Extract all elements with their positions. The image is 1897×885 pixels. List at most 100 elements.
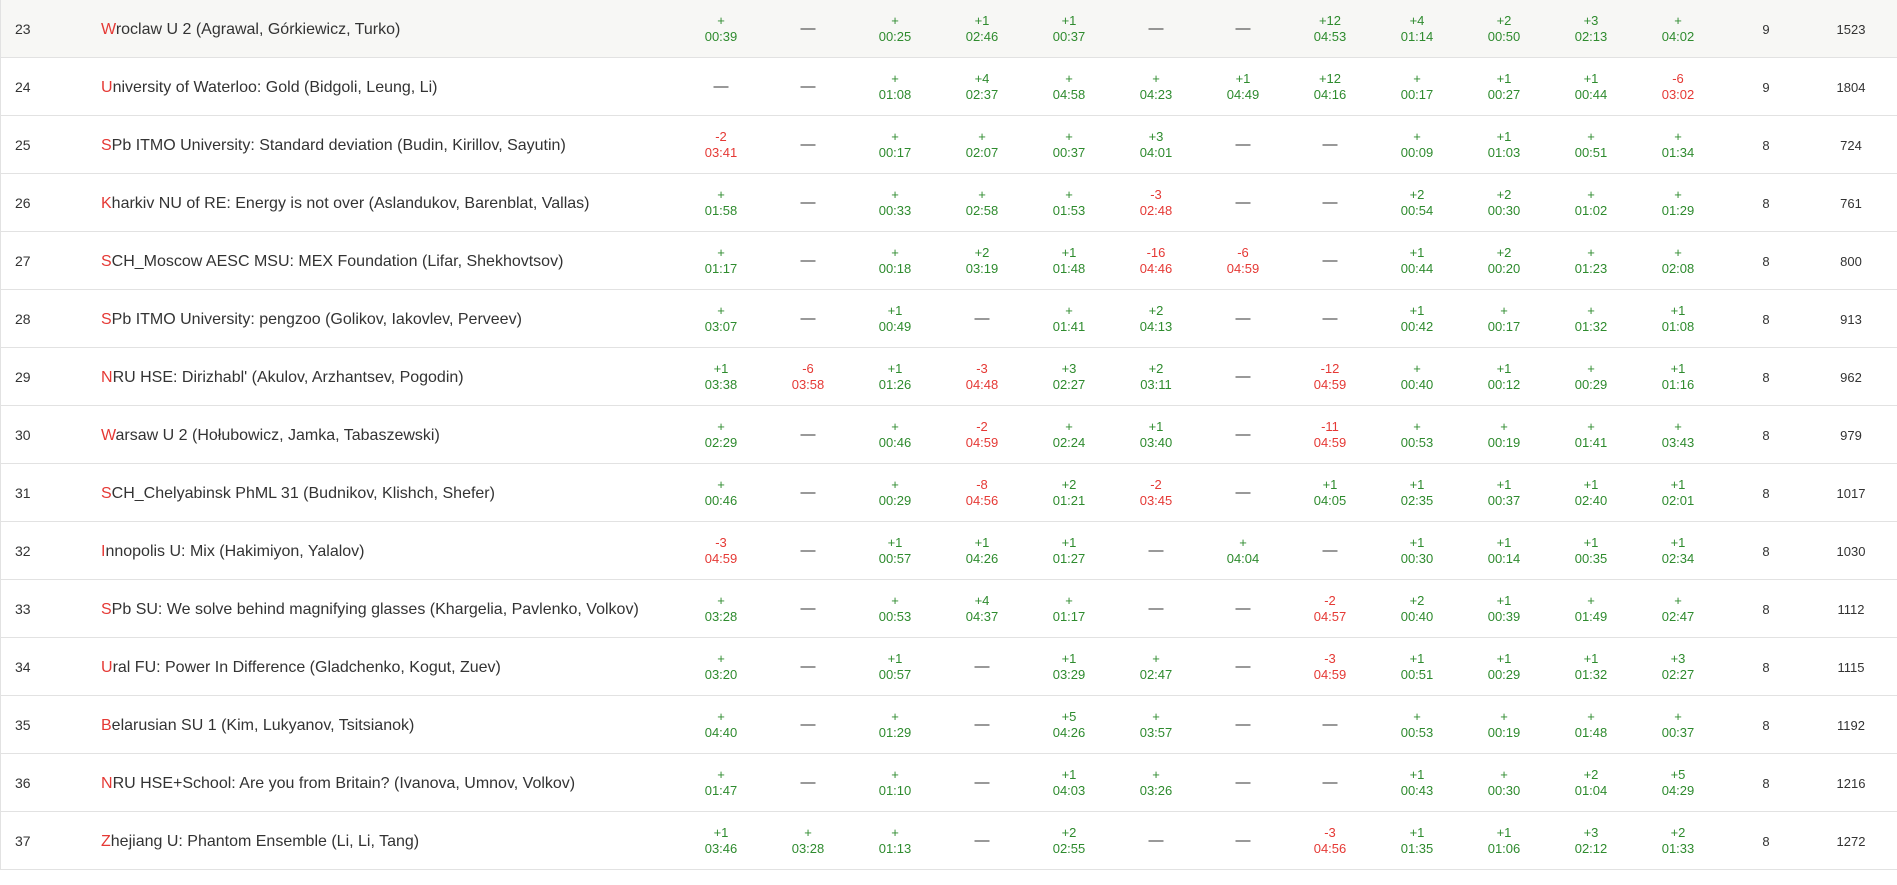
attempts-label: -3 <box>1150 187 1162 202</box>
penalty-time: 1030 <box>1836 543 1866 559</box>
problem-cell: +12 04:16 <box>1290 58 1370 116</box>
attempts-label: +1 <box>1496 129 1512 144</box>
penalty-time: 979 <box>1840 427 1862 443</box>
attempts-label: — <box>800 774 816 791</box>
problem-cell: +2 01:04 <box>1551 754 1631 812</box>
team-name-rest: roclaw U 2 (Agrawal, Górkiewicz, Turko) <box>115 20 401 38</box>
problem-cell: +00:33 <box>855 174 935 232</box>
problem-cell: — <box>942 638 1022 696</box>
problem-cell: +2 04:13 <box>1116 290 1196 348</box>
problem-cell: -3 04:56 <box>1290 812 1370 870</box>
team-name: SPb ITMO University: Standard deviation … <box>101 116 661 174</box>
problem-cell: -6 03:58 <box>768 348 848 406</box>
rank-cell: 34 <box>15 659 31 675</box>
problem-cell: +00:17 <box>1464 290 1544 348</box>
problem-cell: +01:41 <box>1029 290 1109 348</box>
problem-cell: +1 00:57 <box>855 638 935 696</box>
solve-time: 04:48 <box>965 377 999 392</box>
team-name: SCH_Chelyabinsk PhML 31 (Budnikov, Klish… <box>101 464 661 522</box>
problem-cell: +03:57 <box>1116 696 1196 754</box>
solve-time: 02:35 <box>1400 493 1434 508</box>
attempts-label: +12 <box>1318 13 1342 28</box>
solve-time: 04:53 <box>1313 29 1347 44</box>
problem-cell: — <box>1203 464 1283 522</box>
attempts-label: + <box>1674 593 1682 608</box>
problem-cell: +00:18 <box>855 232 935 290</box>
problem-cell: +1 00:42 <box>1377 290 1457 348</box>
solved-count: 8 <box>1762 195 1770 211</box>
problem-cell: +04:04 <box>1203 522 1283 580</box>
solve-time: 00:40 <box>1400 377 1434 392</box>
attempts-label: — <box>1235 600 1251 617</box>
attempts-label: + <box>1500 767 1508 782</box>
attempts-label: -2 <box>976 419 988 434</box>
solve-time: 04:56 <box>965 493 999 508</box>
solve-time: 04:59 <box>1226 261 1260 276</box>
solve-time: 00:37 <box>1661 725 1695 740</box>
team-name: NRU HSE: Dirizhabl' (Akulov, Arzhantsev,… <box>101 348 661 406</box>
problem-cell: +01:29 <box>855 696 935 754</box>
attempts-label: + <box>1413 709 1421 724</box>
attempts-label: + <box>891 245 899 260</box>
problem-cell: +00:53 <box>1377 406 1457 464</box>
attempts-label: + <box>891 709 899 724</box>
attempts-label: + <box>1413 129 1421 144</box>
problem-cell: +2 00:40 <box>1377 580 1457 638</box>
attempts-label: + <box>891 129 899 144</box>
problem-cell: -3 04:59 <box>1290 638 1370 696</box>
solved-count: 8 <box>1762 601 1770 617</box>
solve-time: 00:53 <box>1400 725 1434 740</box>
problem-cell: — <box>1116 0 1196 58</box>
solve-time: 02:07 <box>965 145 999 160</box>
attempts-label: +2 <box>1496 13 1512 28</box>
team-name: Zhejiang U: Phantom Ensemble (Li, Li, Ta… <box>101 812 661 870</box>
rank-cell: 36 <box>15 775 31 791</box>
problem-cell: -2 04:57 <box>1290 580 1370 638</box>
attempts-label: + <box>1587 709 1595 724</box>
team-name-text: Innopolis U: Mix (Hakimiyon, Yalalov) <box>101 543 365 560</box>
problem-cell: +5 04:29 <box>1638 754 1718 812</box>
problem-cell: +00:51 <box>1551 116 1631 174</box>
attempts-label: -11 <box>1321 419 1339 434</box>
attempts-label: -6 <box>1672 71 1684 86</box>
problem-cell: +2 00:20 <box>1464 232 1544 290</box>
attempts-label: +1 <box>1061 651 1077 666</box>
solve-time: 01:03 <box>1487 145 1521 160</box>
solve-time: 00:30 <box>1400 551 1434 566</box>
solve-time: 01:08 <box>1661 319 1695 334</box>
attempts-label: +1 <box>1061 767 1077 782</box>
problem-cell: +3 02:27 <box>1029 348 1109 406</box>
problem-cell: — <box>1290 174 1370 232</box>
attempts-label: + <box>717 245 725 260</box>
solve-time: 00:49 <box>878 319 912 334</box>
penalty-time: 1216 <box>1836 775 1866 791</box>
solve-time: 02:12 <box>1574 841 1608 856</box>
problem-cell: +2 01:21 <box>1029 464 1109 522</box>
problem-cell: +01:13 <box>855 812 935 870</box>
solve-time: 04:05 <box>1313 493 1347 508</box>
attempts-label: + <box>1239 535 1247 550</box>
attempts-label: +1 <box>887 535 903 550</box>
attempts-label: +2 <box>1583 767 1599 782</box>
attempts-label: — <box>1235 20 1251 37</box>
solve-time: 02:46 <box>965 29 999 44</box>
solve-time: 00:50 <box>1487 29 1521 44</box>
attempts-label: — <box>1322 310 1338 327</box>
problem-cell: +02:58 <box>942 174 1022 232</box>
solved-count: 8 <box>1762 311 1770 327</box>
attempts-label: — <box>800 20 816 37</box>
team-name-rest: ral FU: Power In Difference (Gladchenko,… <box>112 658 501 676</box>
team-initial: U <box>101 658 113 676</box>
solve-time: 00:46 <box>878 435 912 450</box>
problem-cell: +1 00:49 <box>855 290 935 348</box>
problem-cell: +1 00:37 <box>1029 0 1109 58</box>
solve-time: 03:45 <box>1139 493 1173 508</box>
solve-time: 00:35 <box>1574 551 1608 566</box>
attempts-label: +1 <box>1322 477 1338 492</box>
team-name-text: Kharkiv NU of RE: Energy is not over (As… <box>101 195 590 212</box>
solve-time: 04:59 <box>1313 435 1347 450</box>
attempts-label: + <box>891 71 899 86</box>
problem-cell: +1 00:35 <box>1551 522 1631 580</box>
problem-cell: — <box>1203 174 1283 232</box>
solve-time: 01:27 <box>1052 551 1086 566</box>
